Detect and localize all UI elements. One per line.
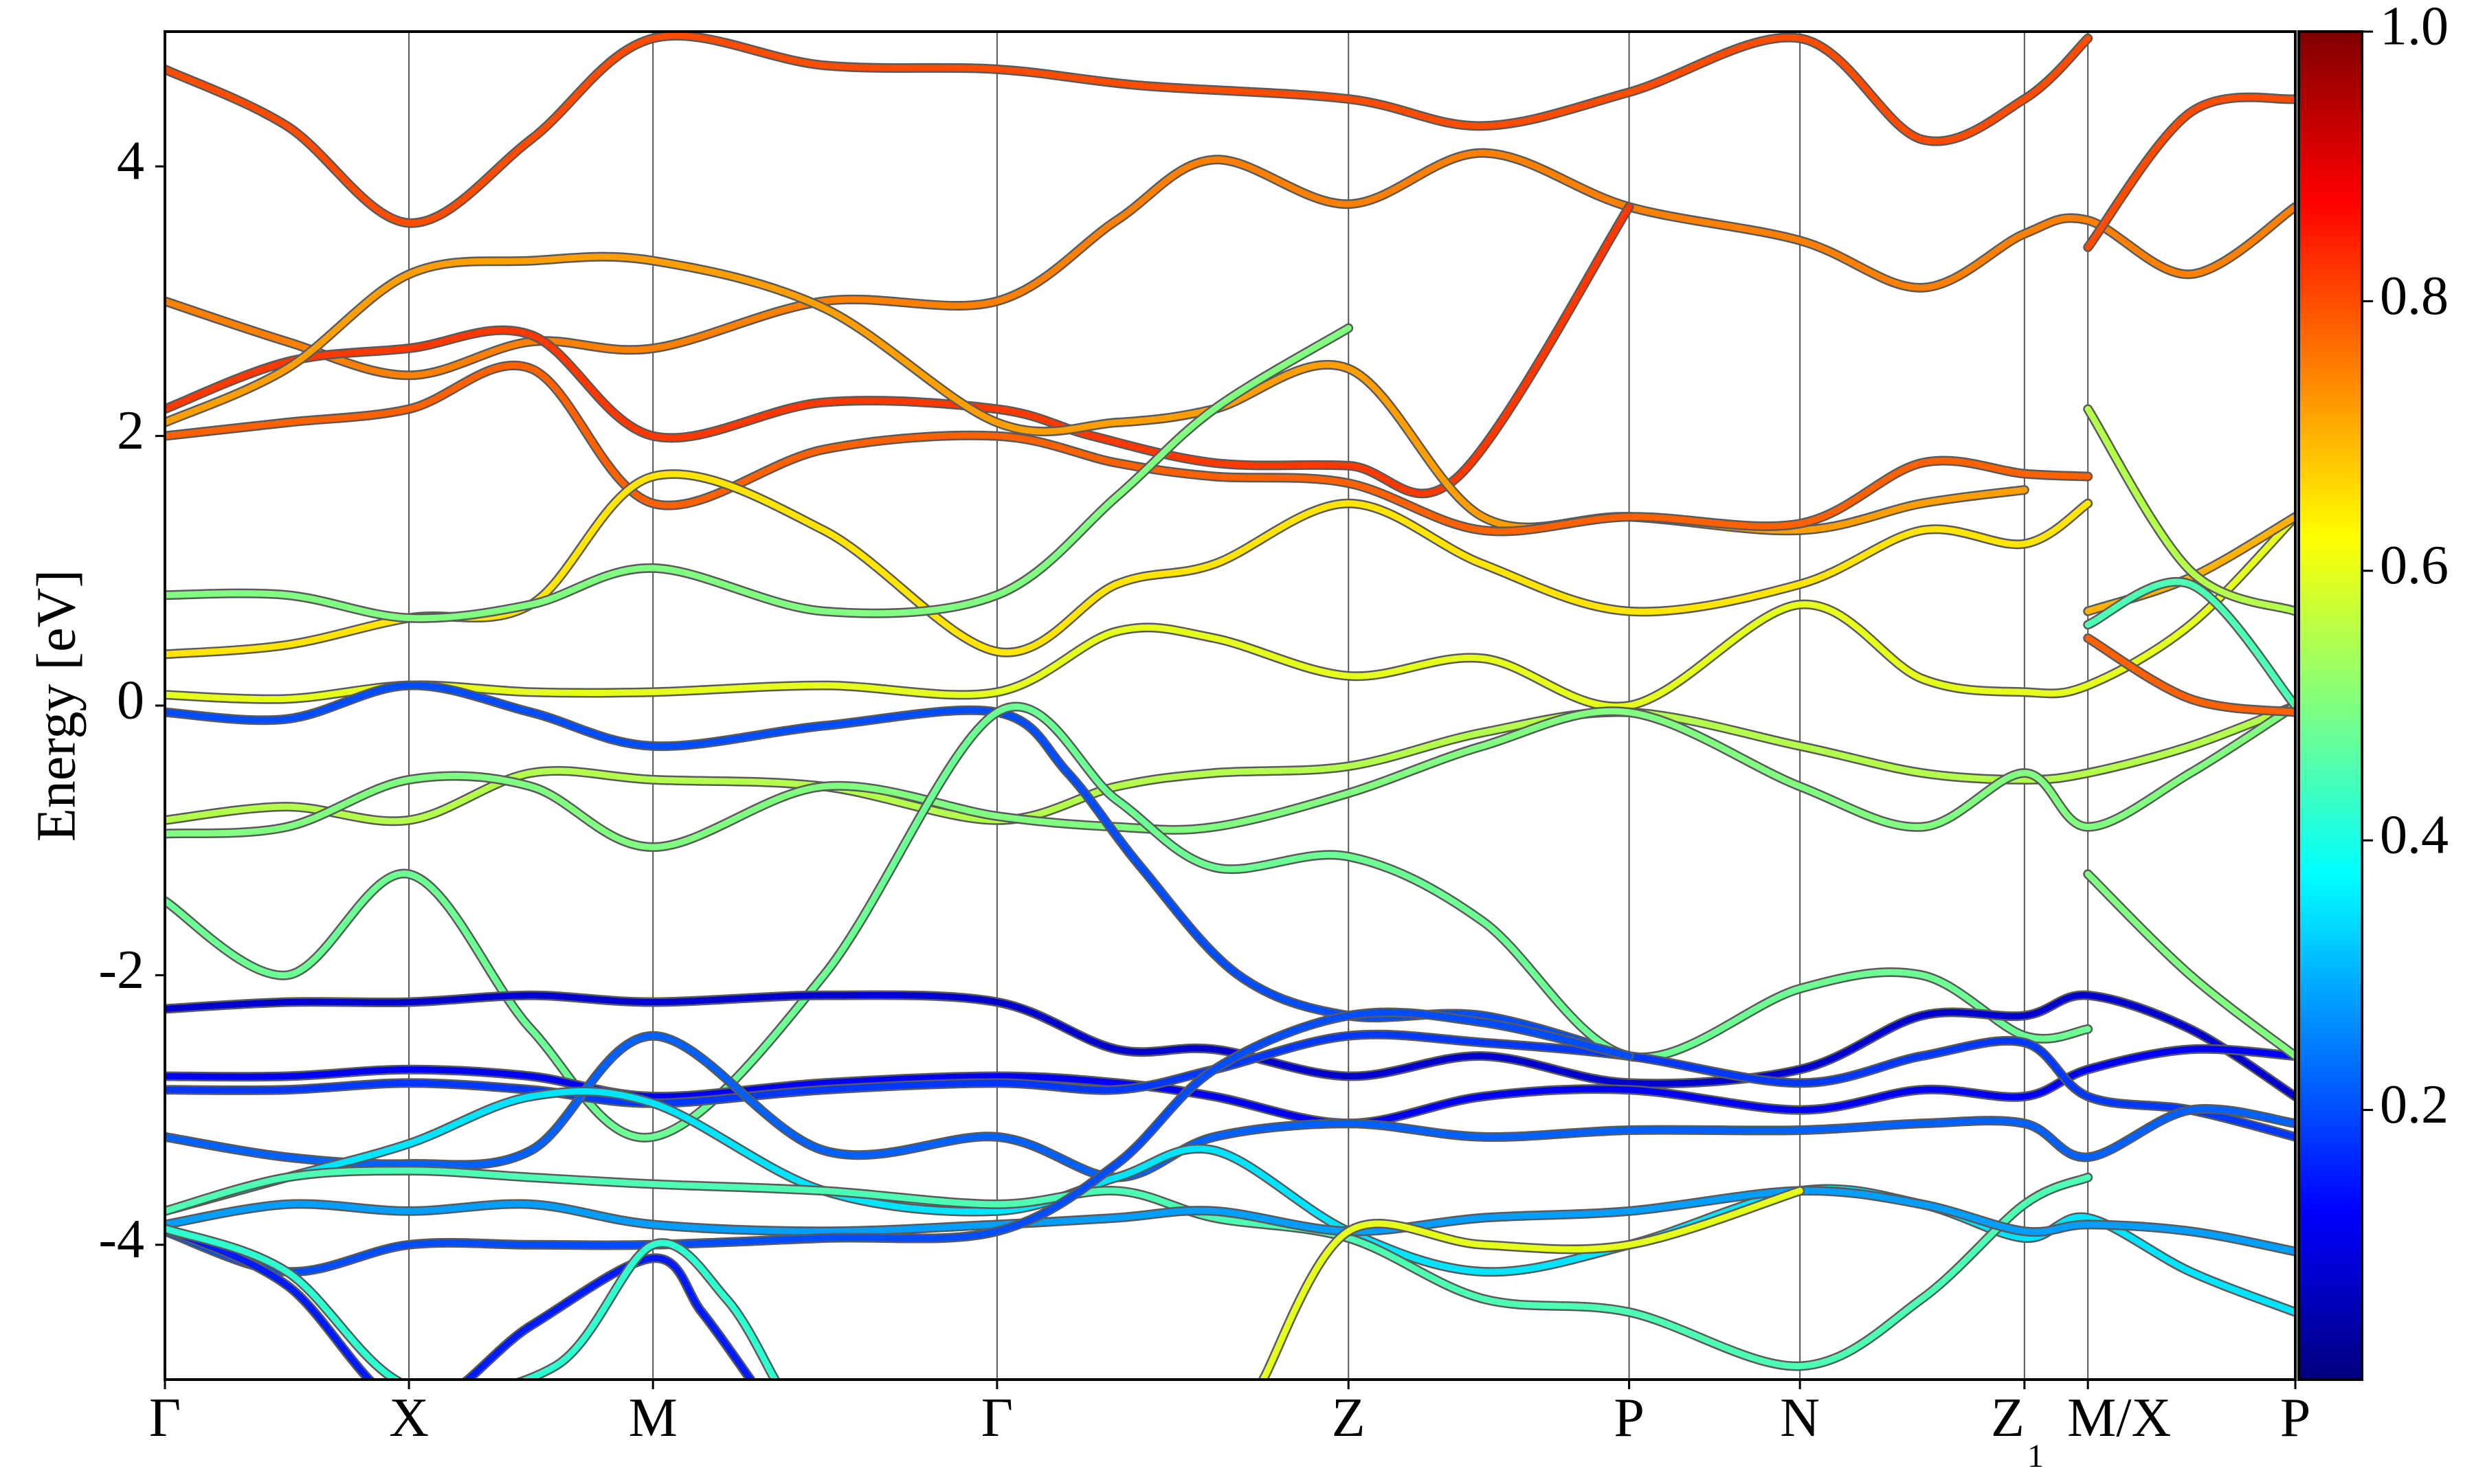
y-tick-label: 0 <box>117 670 144 730</box>
band-line <box>165 1187 2295 1255</box>
band-line <box>165 1033 2295 1181</box>
band-lines <box>165 32 2295 1380</box>
band-line <box>165 325 1352 622</box>
x-tick-label: P <box>1614 1388 1645 1448</box>
x-tick-label: P <box>2280 1388 2311 1448</box>
band-line <box>2084 405 2295 615</box>
x-tick-label: Z <box>1332 1388 1366 1448</box>
band-line <box>165 203 1633 497</box>
colorbar-tick-label: 0.4 <box>2380 805 2449 866</box>
band-line <box>165 1167 2091 1369</box>
x-tick-label: Z <box>1991 1388 2025 1448</box>
y-tick-label: -4 <box>98 1209 144 1270</box>
band-line <box>2084 635 2295 716</box>
kpoint-subscript: 1 <box>2027 1438 2044 1474</box>
colorbar-tick-label: 0.6 <box>2380 535 2449 596</box>
x-tick-label: N <box>1780 1388 1820 1448</box>
colorbar-tick-label: 1.0 <box>2380 0 2449 56</box>
band-line <box>165 513 2295 710</box>
band-line <box>165 704 2091 1141</box>
colorbar-gradient <box>2297 30 2363 1381</box>
x-tick-label: M/X <box>2067 1388 2171 1448</box>
colorbar-tick-label: 0.8 <box>2380 266 2449 326</box>
k-point-lines <box>408 32 2089 1380</box>
band-line <box>1260 1187 1803 1380</box>
y-tick-label: 2 <box>117 401 144 461</box>
band-line <box>165 362 2091 535</box>
band-outline <box>2083 512 2295 616</box>
band-line <box>2084 94 2295 251</box>
band-line <box>165 150 2295 379</box>
band-line <box>165 1009 1633 1275</box>
x-tick-label: X <box>389 1388 429 1448</box>
band-line <box>165 1225 779 1380</box>
band-line <box>165 471 2091 657</box>
y-tick-label: -2 <box>98 940 144 1000</box>
band-line <box>165 1225 754 1380</box>
band-line <box>2084 578 2295 709</box>
x-tick-label: M <box>629 1388 678 1448</box>
band-line <box>165 1088 2295 1316</box>
colorbar: 0.2 0.4 0.6 0.8 1.0 <box>2297 0 2449 1381</box>
band-line <box>165 991 2295 1100</box>
y-axis-label: Energy [eV] <box>26 570 87 842</box>
band-outline <box>2083 92 2295 252</box>
x-tick-label: Γ <box>981 1388 1013 1448</box>
band-line <box>165 1046 2295 1127</box>
y-tick-label: 4 <box>117 131 144 192</box>
band-line <box>165 702 2295 851</box>
band-line <box>2084 870 2295 1059</box>
x-axis: Γ X M Γ Z P N Z M/X P <box>149 1380 2310 1448</box>
colorbar-ticks: 0.2 0.4 0.6 0.8 1.0 <box>2362 0 2449 1135</box>
x-tick-label: Γ <box>149 1388 181 1448</box>
band-line <box>165 32 2091 227</box>
colorbar-tick-label: 0.2 <box>2380 1075 2449 1135</box>
y-axis: 4 2 0 -2 -4 <box>98 131 165 1270</box>
band-line <box>165 1031 2295 1140</box>
